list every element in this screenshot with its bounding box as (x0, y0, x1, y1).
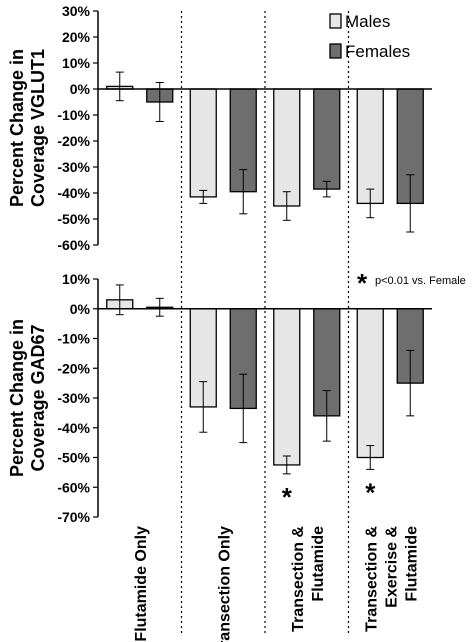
y-tick-label: -10% (57, 331, 90, 347)
y-axis-title: Percent Change in (7, 49, 27, 207)
significance-asterisk: * (365, 477, 376, 507)
y-tick-label: -60% (57, 479, 90, 495)
legend-swatch (329, 13, 342, 29)
y-tick-label: 0% (70, 301, 91, 317)
y-tick-label: -20% (57, 133, 90, 149)
category-label: Exercise & (383, 526, 400, 608)
bars-layer (106, 71, 424, 475)
y-tick-label: -50% (57, 450, 90, 466)
male-bar (356, 308, 384, 459)
category-label: Flutamide (403, 526, 420, 602)
annotation-asterisk: * (357, 268, 368, 298)
male-bar (356, 88, 384, 205)
male-bar (273, 308, 301, 466)
text-layer: 30% 20% 10% 0% -10% -20% -30% -40% -50% -60% Perce… (7, 3, 466, 642)
y-tick-label: -40% (57, 420, 90, 436)
y-tick-label: 0% (70, 81, 91, 97)
y-axis-title: Coverage GAD67 (28, 324, 48, 471)
y-tick-label: -20% (57, 360, 90, 376)
group-separators (180, 11, 350, 636)
annotation-text: p<0.01 vs. Female (375, 275, 466, 287)
y-tick-label: 30% (62, 3, 91, 19)
legend-swatch (329, 43, 342, 59)
category-label: Flutamide (310, 526, 327, 602)
y-tick-label: 10% (62, 271, 91, 287)
y-tick-label: 10% (62, 55, 91, 71)
category-label: Transection & (363, 526, 380, 632)
y-tick-label: -60% (57, 237, 90, 253)
legend-label: Males (345, 12, 390, 31)
category-label: Flutamide Only (133, 526, 150, 642)
y-tick-label: -10% (57, 107, 90, 123)
y-tick-label: -50% (57, 211, 90, 227)
category-label: Transection & (290, 526, 307, 632)
y-axis-title: Coverage VGLUT1 (28, 49, 48, 207)
y-tick-label: -70% (57, 509, 90, 525)
category-label: Transection Only (216, 526, 233, 642)
significance-asterisk: * (282, 482, 293, 512)
male-bar (189, 88, 217, 198)
y-tick-label: 20% (62, 29, 91, 45)
female-bar (313, 88, 341, 190)
y-tick-label: -40% (57, 185, 90, 201)
legend-label: Females (345, 42, 410, 61)
y-axis-title: Percent Change in (7, 319, 27, 477)
y-tick-label: -30% (57, 159, 90, 175)
axes-layer (93, 10, 432, 518)
y-tick-label: -30% (57, 390, 90, 406)
male-bar (273, 88, 301, 207)
